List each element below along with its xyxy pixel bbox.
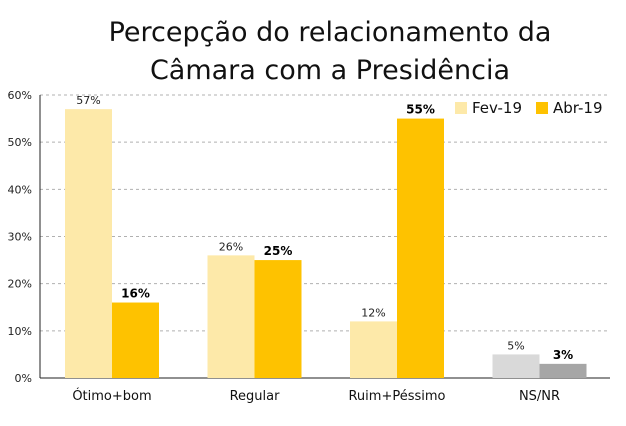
bar xyxy=(539,363,587,378)
y-tick-label: 60% xyxy=(8,89,32,102)
bar xyxy=(492,354,540,378)
data-label: 3% xyxy=(553,348,573,362)
data-label: 5% xyxy=(507,339,524,352)
legend-item-abr: Abr-19 xyxy=(536,99,603,117)
y-tick-label: 30% xyxy=(8,231,32,244)
y-tick-label: 50% xyxy=(8,136,32,149)
bar xyxy=(65,109,112,379)
y-tick-label: 10% xyxy=(8,325,32,338)
y-tick-label: 20% xyxy=(8,278,32,291)
chart-title-line-2: Câmara com a Presidência xyxy=(149,55,511,86)
x-category-label: NS/NR xyxy=(519,389,560,404)
bar xyxy=(112,302,159,378)
data-label: 57% xyxy=(76,94,100,107)
x-category-label: Regular xyxy=(230,389,281,404)
legend-swatch-fev xyxy=(455,102,467,114)
data-label: 55% xyxy=(406,103,435,117)
bar xyxy=(254,260,302,378)
chart-title-line-1: Percepção do relacionamento da xyxy=(108,17,552,48)
chart-title: Percepção do relacionamento da Câmara co… xyxy=(0,14,626,90)
data-label: 26% xyxy=(219,240,243,253)
chart-legend: Fev-19 Abr-19 xyxy=(455,99,617,117)
data-label: 16% xyxy=(121,287,150,301)
y-tick-label: 40% xyxy=(8,183,32,196)
x-category-label: Ótimo+bom xyxy=(72,388,151,404)
legend-swatch-abr xyxy=(536,102,549,114)
data-label: 25% xyxy=(264,244,293,258)
bar xyxy=(207,255,255,378)
x-category-label: Ruim+Péssimo xyxy=(348,389,445,404)
legend-label-fev: Fev-19 xyxy=(472,99,523,117)
legend-item-fev: Fev-19 xyxy=(455,99,522,117)
bar xyxy=(350,321,397,378)
y-tick-label: 0% xyxy=(15,372,32,385)
legend-label-abr: Abr-19 xyxy=(553,99,603,117)
bar xyxy=(397,118,444,378)
data-label: 12% xyxy=(361,306,385,319)
